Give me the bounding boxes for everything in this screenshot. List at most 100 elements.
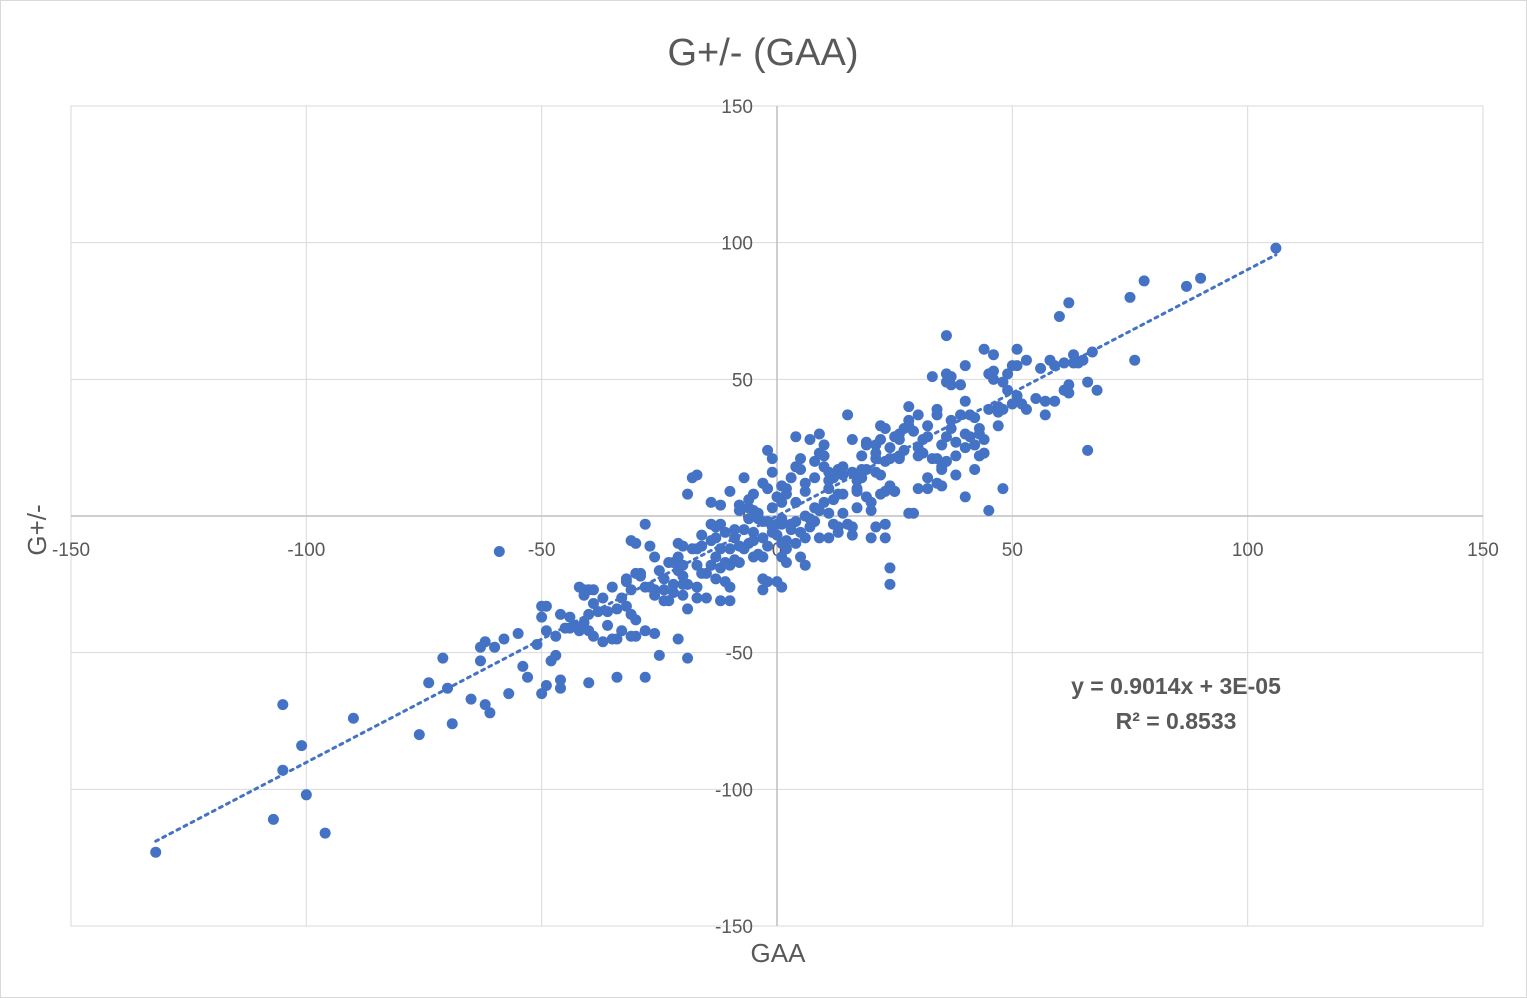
data-point: [573, 625, 585, 637]
data-point: [493, 546, 505, 558]
data-point: [635, 570, 647, 582]
data-point: [479, 699, 491, 711]
x-axis-label: GAA: [751, 938, 807, 968]
data-point: [550, 649, 562, 661]
data-point: [940, 431, 952, 443]
data-point: [1068, 349, 1080, 361]
data-point: [907, 507, 919, 519]
data-point: [667, 587, 679, 599]
data-point: [729, 532, 741, 544]
x-tick-label: -100: [287, 540, 325, 561]
data-point: [747, 526, 759, 538]
data-point: [875, 469, 887, 481]
chart-title: G+/- (GAA): [667, 32, 858, 74]
data-point: [554, 608, 566, 620]
data-point: [898, 444, 910, 456]
data-point: [677, 570, 689, 582]
data-point: [413, 729, 425, 741]
data-point: [757, 584, 769, 596]
data-point: [997, 376, 1009, 388]
data-point: [540, 679, 552, 691]
data-point: [832, 521, 844, 533]
data-point: [823, 507, 835, 519]
data-point: [865, 496, 877, 508]
data-point: [846, 521, 858, 533]
data-point: [1124, 291, 1136, 303]
data-point: [602, 619, 614, 631]
data-point: [940, 330, 952, 342]
x-axis-ticks: -150 -100 -50 0 50 100 150: [52, 540, 1499, 561]
trendline-equation: y = 0.9014x + 3E-05: [1071, 673, 1281, 699]
data-point: [818, 496, 830, 508]
data-point: [724, 581, 736, 593]
data-point: [950, 436, 962, 448]
data-point: [804, 433, 816, 445]
data-point: [733, 499, 745, 511]
data-point: [592, 606, 604, 618]
data-point: [973, 423, 985, 435]
data-point: [620, 576, 632, 588]
data-point: [611, 633, 623, 645]
data-point: [710, 532, 722, 544]
data-point: [729, 524, 741, 536]
data-point: [931, 403, 943, 415]
data-point: [715, 499, 727, 511]
data-point: [653, 649, 665, 661]
data-point: [846, 433, 858, 445]
data-point: [790, 496, 802, 508]
data-point: [762, 576, 774, 588]
data-point: [936, 480, 948, 492]
data-point: [710, 573, 722, 585]
data-point: [1063, 387, 1075, 399]
data-point: [922, 420, 934, 432]
data-point: [780, 543, 792, 555]
data-point: [842, 409, 854, 421]
data-point: [554, 682, 566, 694]
data-point: [1058, 357, 1070, 369]
data-point: [865, 505, 877, 517]
data-point: [319, 827, 331, 839]
data-point: [837, 507, 849, 519]
y-tick-label: 100: [721, 234, 753, 255]
data-point: [865, 532, 877, 544]
data-point: [809, 455, 821, 467]
data-point: [489, 641, 501, 653]
data-point: [795, 453, 807, 465]
data-point: [663, 595, 675, 607]
data-point: [776, 496, 788, 508]
data-point: [267, 813, 279, 825]
data-point: [724, 595, 736, 607]
data-point: [992, 420, 1004, 432]
data-point: [1091, 384, 1103, 396]
data-point: [677, 540, 689, 552]
data-point: [780, 556, 792, 568]
y-tick-label: 150: [721, 97, 753, 118]
data-point: [757, 551, 769, 563]
data-point: [672, 633, 684, 645]
data-point: [752, 507, 764, 519]
data-point: [978, 433, 990, 445]
data-point: [846, 529, 858, 541]
data-point: [959, 395, 971, 407]
data-point: [602, 606, 614, 618]
data-point: [658, 573, 670, 585]
data-point: [630, 614, 642, 626]
data-point: [446, 718, 458, 730]
data-point: [691, 592, 703, 604]
data-point: [983, 403, 995, 415]
data-point: [277, 764, 289, 776]
data-point: [682, 603, 694, 615]
data-point: [978, 343, 990, 355]
data-point: [484, 707, 496, 719]
data-point: [955, 409, 967, 421]
data-point: [945, 423, 957, 435]
data-point: [969, 439, 981, 451]
data-point: [691, 469, 703, 481]
data-point: [818, 450, 830, 462]
data-point: [813, 532, 825, 544]
data-point: [762, 483, 774, 495]
data-point: [347, 712, 359, 724]
data-point: [1049, 360, 1061, 372]
data-point: [790, 431, 802, 443]
